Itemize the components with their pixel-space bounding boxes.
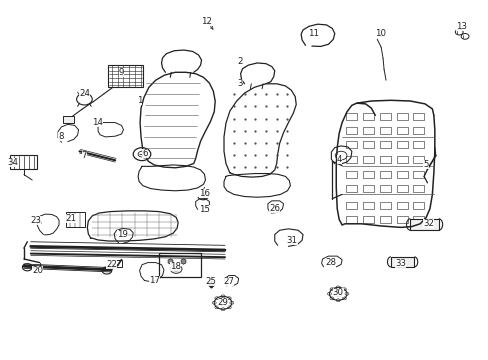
Text: 6: 6: [142, 149, 147, 158]
Bar: [346, 185, 356, 192]
Bar: [412, 171, 423, 178]
Text: 29: 29: [217, 298, 228, 307]
Bar: [412, 156, 423, 163]
Bar: [363, 113, 373, 120]
Bar: [396, 216, 407, 223]
Bar: [346, 202, 356, 209]
Text: 28: 28: [324, 258, 335, 267]
Text: 9: 9: [119, 68, 124, 77]
Text: 33: 33: [394, 259, 406, 268]
Bar: [412, 202, 423, 209]
Text: 23: 23: [30, 216, 41, 225]
Bar: [390, 257, 413, 267]
Bar: [66, 212, 85, 228]
Bar: [346, 113, 356, 120]
Bar: [396, 185, 407, 192]
Text: 20: 20: [32, 266, 43, 275]
Text: 30: 30: [332, 288, 343, 297]
Bar: [346, 156, 356, 163]
Text: 2: 2: [237, 57, 243, 66]
Bar: [363, 127, 373, 134]
Text: 22: 22: [106, 260, 117, 269]
Circle shape: [170, 265, 182, 273]
Bar: [396, 127, 407, 134]
Bar: [412, 113, 423, 120]
Bar: [379, 185, 390, 192]
Bar: [363, 185, 373, 192]
Bar: [346, 216, 356, 223]
Text: 4: 4: [336, 155, 342, 164]
Text: 13: 13: [455, 22, 466, 31]
Bar: [112, 260, 122, 267]
Text: 16: 16: [199, 189, 209, 198]
Bar: [379, 156, 390, 163]
Bar: [363, 141, 373, 148]
Text: 14: 14: [91, 118, 102, 127]
Text: 10: 10: [374, 29, 385, 38]
Bar: [108, 65, 142, 87]
Text: 7: 7: [81, 152, 87, 161]
Bar: [396, 202, 407, 209]
Bar: [379, 127, 390, 134]
Text: 24: 24: [79, 89, 90, 98]
Bar: [363, 202, 373, 209]
Bar: [379, 202, 390, 209]
Text: 12: 12: [201, 17, 212, 26]
Bar: [412, 127, 423, 134]
Bar: [412, 216, 423, 223]
Bar: [10, 155, 37, 169]
Bar: [409, 219, 438, 230]
Bar: [159, 252, 200, 277]
Text: 8: 8: [58, 132, 63, 141]
Bar: [363, 156, 373, 163]
Bar: [396, 171, 407, 178]
Text: 31: 31: [286, 236, 297, 245]
Text: 19: 19: [117, 230, 128, 239]
Text: 3: 3: [237, 78, 243, 87]
Text: 15: 15: [199, 205, 209, 214]
Text: 27: 27: [223, 278, 234, 287]
Bar: [379, 113, 390, 120]
Bar: [379, 171, 390, 178]
Text: 5: 5: [423, 161, 428, 170]
Bar: [412, 185, 423, 192]
Bar: [379, 141, 390, 148]
Bar: [346, 127, 356, 134]
Bar: [346, 141, 356, 148]
Text: 34: 34: [7, 158, 18, 167]
Bar: [396, 113, 407, 120]
Bar: [363, 171, 373, 178]
Bar: [346, 171, 356, 178]
Bar: [63, 116, 74, 122]
Bar: [363, 216, 373, 223]
Text: 21: 21: [65, 214, 76, 223]
Text: 17: 17: [148, 276, 160, 285]
Text: 32: 32: [423, 219, 433, 228]
Bar: [396, 156, 407, 163]
Text: 25: 25: [205, 278, 216, 287]
Text: 1: 1: [137, 96, 142, 105]
Bar: [396, 141, 407, 148]
Bar: [379, 216, 390, 223]
Text: 26: 26: [269, 204, 280, 213]
Text: 18: 18: [169, 262, 181, 271]
Text: 11: 11: [307, 29, 319, 38]
Bar: [412, 141, 423, 148]
